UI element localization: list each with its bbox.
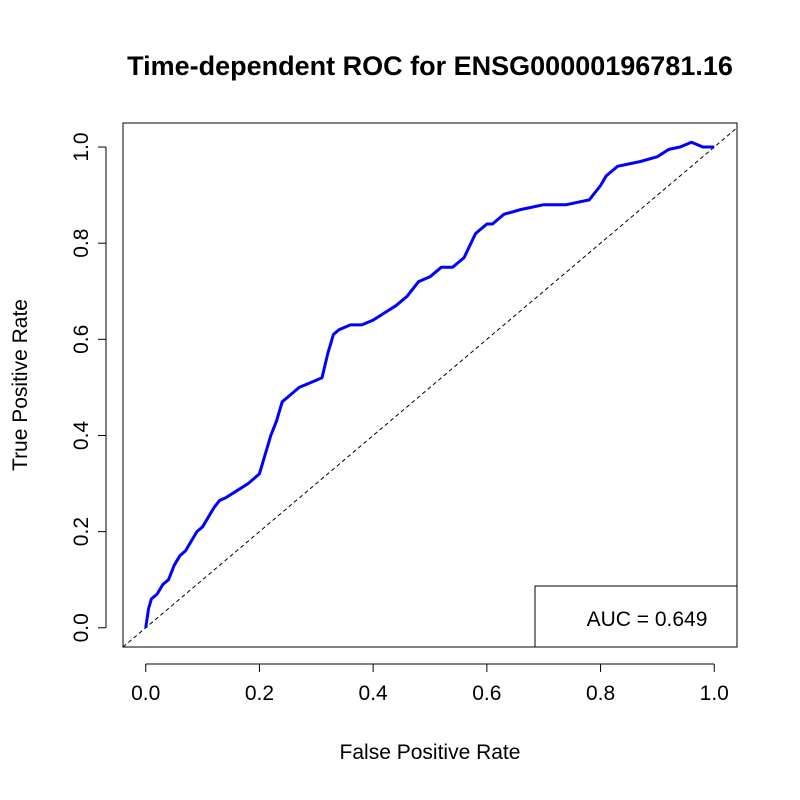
y-tick-label: 0.6 [70, 325, 93, 354]
x-tick-label: 0.0 [131, 682, 160, 705]
x-tick-label: 0.4 [359, 682, 389, 705]
y-tick-label: 0.2 [70, 517, 93, 546]
x-axis: 0.0 0.2 0.4 0.6 0.8 1.0 [131, 663, 729, 705]
y-axis: 0.0 0.2 0.4 0.6 0.8 1.0 [70, 132, 107, 642]
x-tick-label: 0.8 [586, 682, 615, 705]
x-tick-label: 0.6 [472, 682, 501, 705]
roc-curve-line [144, 140, 715, 629]
plot-frame [122, 122, 738, 648]
x-tick-label: 0.2 [245, 682, 274, 705]
legend-auc-label: AUC = 0.649 [587, 608, 708, 631]
x-tick-label: 1.0 [700, 682, 729, 705]
chart-title: Time-dependent ROC for ENSG00000196781.1… [127, 51, 733, 81]
legend-box [534, 585, 738, 648]
y-tick-label: 1.0 [70, 132, 93, 161]
y-tick-label: 0.4 [70, 421, 93, 451]
y-axis-title: True Positive Rate [9, 299, 32, 471]
x-axis-title: False Positive Rate [340, 741, 521, 764]
legend: AUC = 0.649 [534, 585, 738, 648]
reference-diagonal-line [122, 127, 738, 648]
y-tick-label: 0.0 [70, 613, 93, 642]
y-tick-label: 0.8 [70, 229, 93, 258]
